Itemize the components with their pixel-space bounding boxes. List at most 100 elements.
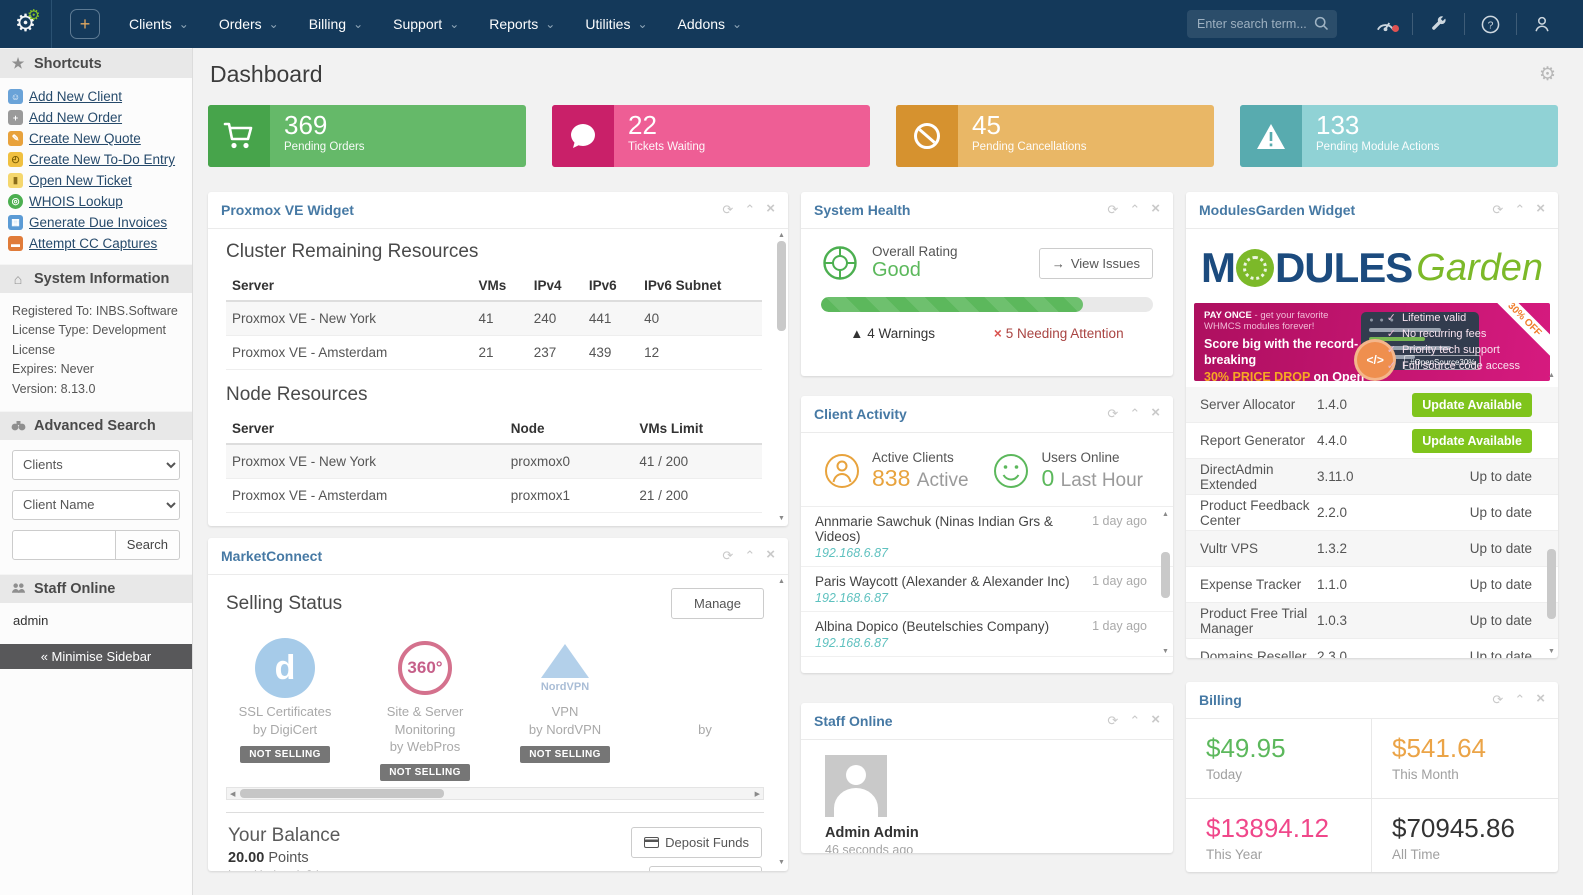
tickets-waiting-card[interactable]: 22 Tickets Waiting — [552, 105, 870, 167]
balance-value: 20.00 — [228, 850, 265, 866]
service-partial[interactable]: by — [698, 721, 712, 737]
close-icon[interactable]: × — [1151, 711, 1160, 728]
menu-reports[interactable]: Reports ⌄ — [474, 0, 570, 48]
collapse-icon[interactable]: ⌃ — [1129, 713, 1141, 728]
deposit-funds-button[interactable]: Deposit Funds — [631, 827, 762, 858]
system-settings-button[interactable] — [1413, 15, 1464, 34]
health-status-button[interactable] — [1359, 15, 1412, 33]
table-row: Vultr VPS 1.3.2 Up to date — [1186, 531, 1558, 567]
list-item[interactable]: 1 day agoLeslie Fallick (Keils Camp Prin… — [801, 657, 1173, 658]
refresh-icon[interactable]: ⟳ — [722, 202, 734, 217]
menu-addons-label: Addons — [677, 16, 726, 32]
top-navbar: ⚙ ⚙ + Clients ⌄ Orders ⌄ Billing ⌄ Support ⌄… — [0, 0, 1583, 48]
billing-month-cell: $541.64 This Month — [1372, 719, 1558, 799]
user-icon — [1535, 16, 1549, 32]
dashboard-settings-gear-icon[interactable]: ⚙ — [1538, 64, 1556, 85]
shortcut-whois-lookup[interactable]: ◎ WHOIS Lookup — [6, 191, 184, 212]
marketconnect-title: MarketConnect — [221, 548, 323, 564]
balance-unit: Points — [268, 850, 309, 866]
close-icon[interactable]: × — [766, 546, 775, 563]
menu-orders[interactable]: Orders ⌄ — [204, 0, 294, 48]
service-nordvpn[interactable]: NordVPN VPN by NordVPN NOT SELLING — [506, 635, 624, 783]
update-available-button[interactable]: Update Available — [1412, 428, 1532, 453]
minimise-sidebar-button[interactable]: « Minimise Sidebar — [0, 643, 192, 669]
menu-support[interactable]: Support ⌄ — [378, 0, 474, 48]
close-icon[interactable]: × — [1536, 690, 1545, 707]
menu-utilities[interactable]: Utilities ⌄ — [570, 0, 662, 48]
billing-alltime-value: $70945.86 — [1392, 813, 1515, 843]
tickets-waiting-count: 22 — [628, 110, 657, 140]
advanced-search-button[interactable]: Search — [115, 529, 180, 560]
collapse-icon[interactable]: ⌃ — [744, 548, 756, 563]
menu-clients[interactable]: Clients ⌄ — [114, 0, 204, 48]
refresh-icon[interactable]: ⟳ — [1107, 202, 1119, 217]
promotions-button[interactable]: Promotions — [649, 866, 762, 871]
modulesgarden-scrollbar[interactable]: ▲ ▼ — [1547, 372, 1556, 655]
shortcut-add-new-order[interactable]: + Add New Order — [6, 107, 184, 128]
whmcs-logo[interactable]: ⚙ ⚙ — [0, 0, 52, 48]
proxmox-ve-widget: Proxmox VE Widget ⟳ ⌃ × Cluster Remaining … — [208, 192, 788, 526]
warning-triangle-icon: ▲ — [850, 326, 864, 341]
menu-billing[interactable]: Billing ⌄ — [294, 0, 378, 48]
shortcut-open-new-ticket[interactable]: ▮ Open New Ticket — [6, 170, 184, 191]
search-field-select[interactable]: Client Name — [12, 489, 180, 520]
modulesgarden-logo: M DULES Garden — [1200, 244, 1544, 291]
close-icon[interactable]: × — [1536, 200, 1545, 217]
close-icon[interactable]: × — [1151, 404, 1160, 421]
refresh-icon[interactable]: ⟳ — [722, 548, 734, 563]
system-health-title: System Health — [814, 202, 911, 218]
pending-orders-card[interactable]: 369 Pending Orders — [208, 105, 526, 167]
needing-attention-link[interactable]: × 5 Needing Attention — [993, 326, 1124, 341]
stat-cards-row: 369 Pending Orders 22 Tickets Waiting 45 Pe… — [208, 105, 1558, 167]
marketconnect-scrollbar[interactable]: ▲ ▼ — [778, 578, 785, 866]
shortcut-generate-due-invoices[interactable]: ▦ Generate Due Invoices — [6, 212, 184, 233]
menu-reports-label: Reports — [489, 16, 539, 32]
shortcut-create-todo[interactable]: ◴ Create New To-Do Entry — [6, 149, 184, 170]
close-icon[interactable]: × — [1151, 200, 1160, 217]
overall-rating-label: Overall Rating — [872, 244, 958, 259]
refresh-icon[interactable]: ⟳ — [1107, 406, 1119, 421]
chevron-down-icon: ⌄ — [353, 17, 364, 31]
pending-cancellations-card[interactable]: 45 Pending Cancellations — [896, 105, 1214, 167]
manage-button[interactable]: Manage — [671, 588, 764, 619]
refresh-icon[interactable]: ⟳ — [1107, 713, 1119, 728]
list-item[interactable]: 1 day ago Albina Dopico (Beutelschies Com… — [801, 612, 1173, 657]
collapse-icon[interactable]: ⌃ — [744, 202, 756, 217]
refresh-icon[interactable]: ⟳ — [1492, 692, 1504, 707]
table-row: Proxmox VE - New York proxmox0 41 / 200 — [226, 444, 762, 479]
service-360-monitoring[interactable]: 360 ° Site & Server Monitoring by WebPros … — [366, 635, 484, 783]
close-icon[interactable]: × — [766, 200, 775, 217]
modulesgarden-promo-banner[interactable]: PAY ONCE - get your favorite WHMCS modul… — [1194, 303, 1550, 381]
client-list-scrollbar[interactable]: ▲ ▼ — [1161, 511, 1170, 655]
quick-add-button[interactable]: + — [70, 9, 100, 39]
collapse-icon[interactable]: ⌃ — [1129, 202, 1141, 217]
menu-addons[interactable]: Addons ⌄ — [663, 0, 758, 48]
proxmox-scrollbar[interactable]: ▲ ▼ — [777, 232, 786, 522]
global-search-input[interactable] — [1187, 10, 1337, 38]
lifering-icon — [823, 246, 857, 280]
search-type-select[interactable]: Clients — [12, 449, 180, 480]
system-information-title: System Information — [34, 271, 170, 287]
table-row: Server Allocator 1.4.0 Update Available — [1186, 387, 1558, 423]
collapse-icon[interactable]: ⌃ — [1129, 406, 1141, 421]
help-button[interactable]: ? — [1465, 15, 1516, 34]
shortcut-attempt-cc-captures[interactable]: ▬ Attempt CC Captures — [6, 233, 184, 254]
check-icon: ✓ — [1386, 359, 1396, 372]
collapse-icon[interactable]: ⌃ — [1514, 202, 1526, 217]
update-available-button[interactable]: Update Available — [1412, 392, 1532, 417]
view-issues-button[interactable]: → View Issues — [1038, 247, 1153, 279]
service-ssl-digicert[interactable]: d SSL Certificates by DigiCert NOT SELLIN… — [226, 635, 344, 783]
account-button[interactable] — [1517, 15, 1567, 33]
shortcut-add-new-client[interactable]: ☺ Add New Client — [6, 86, 184, 107]
collapse-icon[interactable]: ⌃ — [1514, 692, 1526, 707]
tickets-waiting-label: Tickets Waiting — [628, 140, 706, 153]
refresh-icon[interactable]: ⟳ — [1492, 202, 1504, 217]
warnings-link[interactable]: ▲ 4 Warnings — [850, 326, 936, 341]
pending-module-actions-card[interactable]: 133 Pending Module Actions — [1240, 105, 1558, 167]
list-item[interactable]: 1 day ago Annmarie Sawchuk (Ninas Indian … — [801, 507, 1173, 567]
services-horizontal-scrollbar[interactable]: ◀ ▶ — [226, 787, 764, 800]
shortcuts-title: Shortcuts — [34, 55, 102, 72]
advanced-search-input[interactable] — [12, 529, 116, 560]
list-item[interactable]: 1 day ago Paris Waycott (Alexander & Alex… — [801, 567, 1173, 612]
shortcut-create-new-quote[interactable]: ✎ Create New Quote — [6, 128, 184, 149]
